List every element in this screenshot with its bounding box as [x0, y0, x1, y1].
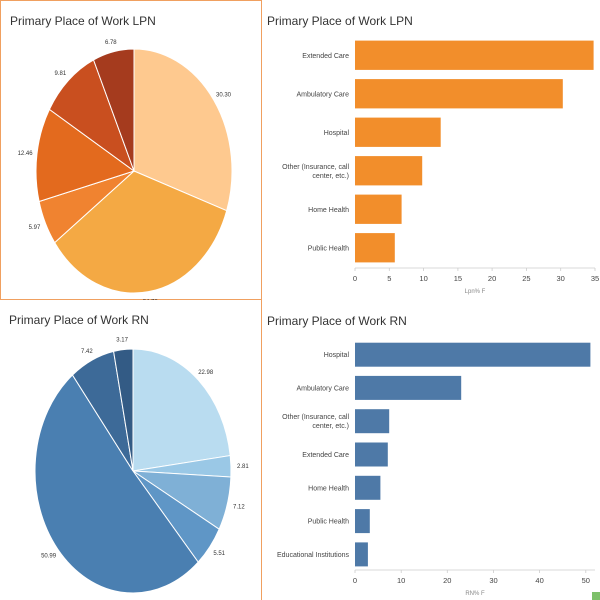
rn-pie-title: Primary Place of Work RN [9, 313, 149, 327]
corner-marker [592, 592, 600, 600]
x-tick-label: 50 [582, 576, 590, 585]
x-tick-label: 40 [535, 576, 543, 585]
category-label: Other (Insurance, call [282, 414, 349, 421]
bar[interactable] [355, 194, 402, 224]
category-label: Extended Care [302, 452, 349, 459]
x-tick-label: 0 [353, 274, 357, 283]
x-tick-label: 20 [443, 576, 451, 585]
x-tick-label: 15 [454, 274, 462, 283]
pie-slice[interactable] [54, 170, 228, 294]
lpn-pie-panel: Primary Place of Work LPN 30.3034.785.97… [0, 0, 263, 301]
pie-slice-label: 6.78 [105, 40, 117, 46]
pie-slice[interactable] [48, 59, 136, 173]
category-label: Other (Insurance, call [282, 164, 349, 171]
x-tick-label: 25 [522, 274, 530, 283]
pie-slice-label: 7.12 [233, 505, 245, 511]
category-label: Hospital [324, 352, 350, 359]
x-tick-label: 5 [387, 274, 391, 283]
bar[interactable] [355, 542, 368, 567]
bar[interactable] [355, 509, 370, 534]
x-tick-label: 10 [397, 576, 405, 585]
category-label: Educational Institutions [277, 552, 349, 559]
category-label: center, etc.) [312, 423, 349, 430]
x-tick-label: 30 [557, 274, 565, 283]
category-label: Public Health [308, 245, 349, 252]
pie-slice[interactable] [34, 374, 199, 594]
lpn-bar-title: Primary Place of Work LPN [267, 14, 413, 28]
bar[interactable] [355, 117, 441, 147]
pie-slice-label: 2.81 [237, 464, 249, 470]
pie-slice[interactable] [92, 48, 135, 172]
pie-slice[interactable] [35, 108, 136, 203]
x-tick-label: 0 [353, 576, 357, 585]
lpn-pie-title: Primary Place of Work LPN [10, 14, 156, 28]
bar[interactable] [355, 442, 388, 467]
bar[interactable] [355, 40, 594, 70]
bar[interactable] [355, 475, 381, 500]
bar[interactable] [355, 156, 423, 186]
pie-slice-label: 12.46 [18, 151, 34, 157]
category-label: Hospital [324, 130, 350, 137]
pie-slice[interactable] [132, 348, 231, 472]
lpn-bar-panel: Primary Place of Work LPN Extended Care A… [262, 0, 600, 300]
lpn-bar-chart[interactable]: Extended Care Ambulatory Care Hospital Othe… [262, 0, 600, 300]
category-label: Home Health [308, 207, 349, 214]
rn-bar-panel: Primary Place of Work RN Hospital Ambulat… [262, 300, 600, 600]
bar[interactable] [355, 342, 591, 367]
x-tick-label: 30 [489, 576, 497, 585]
rn-bar-title: Primary Place of Work RN [267, 314, 407, 328]
category-label: Extended Care [302, 53, 349, 60]
pie-slice-label: 5.51 [213, 551, 225, 557]
x-axis-title: RN% F [465, 591, 485, 597]
bar[interactable] [355, 233, 395, 263]
bar[interactable] [355, 409, 390, 434]
pie-slice-label: 50.99 [41, 554, 57, 560]
category-label: center, etc.) [312, 173, 349, 180]
category-label: Ambulatory Care [296, 385, 349, 392]
category-label: Home Health [308, 485, 349, 492]
x-tick-label: 20 [488, 274, 496, 283]
bar[interactable] [355, 375, 462, 400]
pie-slice-label: 9.81 [55, 71, 67, 77]
pie-slice[interactable] [133, 48, 233, 212]
rn-pie-panel: Primary Place of Work RN 22.98 2.81 7.12 5.… [0, 300, 262, 600]
pie-slice-label: 22.98 [198, 370, 214, 376]
pie-slice-label: 3.17 [116, 338, 128, 344]
x-tick-label: 35 [591, 274, 599, 283]
x-axis-title: Lpn% F [465, 289, 486, 295]
category-label: Public Health [308, 519, 349, 526]
pie-slice-label: 7.42 [81, 349, 93, 355]
x-tick-label: 10 [419, 274, 427, 283]
pie-slice[interactable] [113, 348, 134, 472]
bar[interactable] [355, 79, 563, 109]
rn-pie-chart[interactable]: 22.98 2.81 7.12 5.51 50.99 7.42 3.17 [0, 300, 262, 600]
category-label: Ambulatory Care [296, 91, 349, 98]
pie-slice-label: 5.97 [29, 225, 41, 231]
pie-slice-label: 30.30 [216, 92, 232, 98]
rn-bar-chart[interactable]: Hospital Ambulatory Care Other (Insurance,… [262, 300, 600, 600]
